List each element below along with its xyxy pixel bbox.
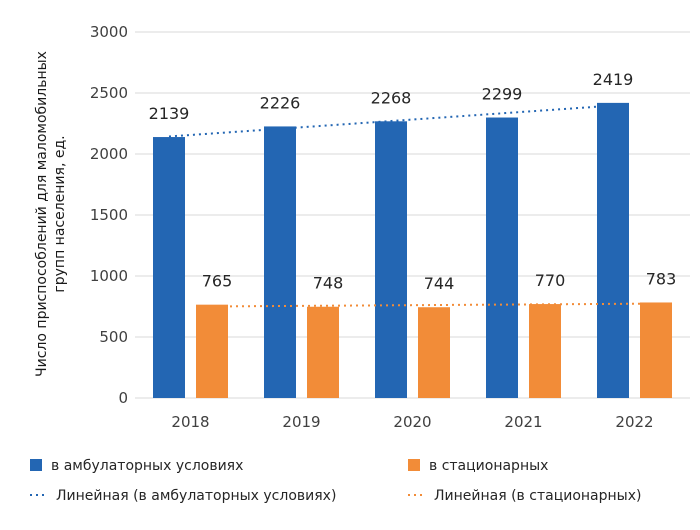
y-axis-label: Число приспособлений для маломобильных гр… bbox=[34, 51, 68, 377]
y-tick-label: 3000 bbox=[90, 23, 128, 41]
data-label: 2268 bbox=[371, 88, 412, 107]
legend-label: в амбулаторных условиях bbox=[51, 458, 243, 474]
bar-inpatient-2022 bbox=[640, 302, 672, 398]
y-tick-label: 0 bbox=[118, 389, 128, 407]
y-tick-label: 2000 bbox=[90, 145, 128, 163]
x-tick-label: 2019 bbox=[282, 413, 320, 431]
data-label: 2139 bbox=[149, 104, 190, 123]
data-label: 2226 bbox=[260, 93, 301, 112]
bar-ambulatory-2020 bbox=[375, 121, 407, 398]
x-tick-label: 2022 bbox=[615, 413, 653, 431]
legend-label: в стационарных bbox=[429, 458, 548, 474]
x-tick-label: 2021 bbox=[504, 413, 542, 431]
y-tick-label: 2500 bbox=[90, 84, 128, 102]
y-axis-ticks: 0 500 1000 1500 2000 2500 3000 bbox=[90, 23, 128, 407]
data-label: 744 bbox=[424, 274, 455, 293]
data-label: 2299 bbox=[482, 85, 523, 104]
legend-label: Линейная (в стационарных) bbox=[434, 488, 641, 504]
legend-swatch bbox=[408, 459, 420, 471]
y-axis-label-line: групп населения, ед. bbox=[52, 135, 68, 292]
bar-ambulatory-2018 bbox=[153, 137, 185, 399]
y-axis-label-line: Число приспособлений для маломобильных bbox=[34, 51, 50, 377]
y-tick-label: 500 bbox=[99, 328, 128, 346]
legend-label: Линейная (в амбулаторных условиях) bbox=[56, 488, 336, 504]
trendlines bbox=[168, 104, 657, 308]
data-label: 770 bbox=[535, 271, 566, 290]
legend-swatch bbox=[30, 459, 42, 471]
bar-inpatient-2021 bbox=[529, 304, 561, 398]
data-label: 2419 bbox=[593, 70, 634, 89]
data-labels: 2139 2226 2268 2299 2419 765 748 744 770 783 bbox=[149, 70, 677, 293]
trendline-0 bbox=[168, 104, 614, 138]
bar-ambulatory-2022 bbox=[597, 102, 629, 398]
legend: в амбулаторных условиях в стационарных Лин… bbox=[30, 458, 641, 504]
bar-inpatient-2019 bbox=[307, 306, 339, 398]
x-tick-label: 2018 bbox=[171, 413, 209, 431]
x-axis-ticks: 2018 2019 2020 2021 2022 bbox=[171, 413, 653, 431]
y-tick-label: 1000 bbox=[90, 267, 128, 285]
data-label: 748 bbox=[313, 274, 344, 293]
bar-ambulatory-2019 bbox=[264, 126, 296, 398]
bar-inpatient-2018 bbox=[196, 304, 228, 398]
bar-ambulatory-2021 bbox=[486, 117, 518, 398]
bars bbox=[153, 102, 672, 399]
trendline-1 bbox=[211, 302, 657, 308]
y-tick-label: 1500 bbox=[90, 206, 128, 224]
data-label: 783 bbox=[646, 269, 677, 288]
data-label: 765 bbox=[202, 272, 233, 291]
bar-inpatient-2020 bbox=[418, 307, 450, 398]
x-tick-label: 2020 bbox=[393, 413, 431, 431]
